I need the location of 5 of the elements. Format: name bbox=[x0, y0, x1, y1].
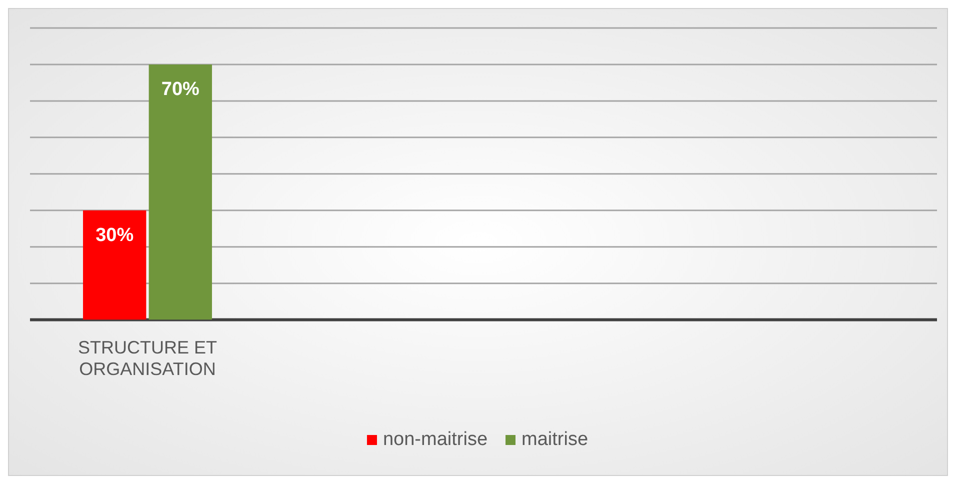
data-label: 30% bbox=[96, 225, 134, 246]
legend-label: maitrise bbox=[522, 429, 588, 450]
legend-label: non-maitrise bbox=[382, 429, 488, 450]
data-label: 70% bbox=[161, 79, 200, 100]
x-tick-label: STRUCTURE ET ORGANISATION bbox=[78, 338, 218, 380]
